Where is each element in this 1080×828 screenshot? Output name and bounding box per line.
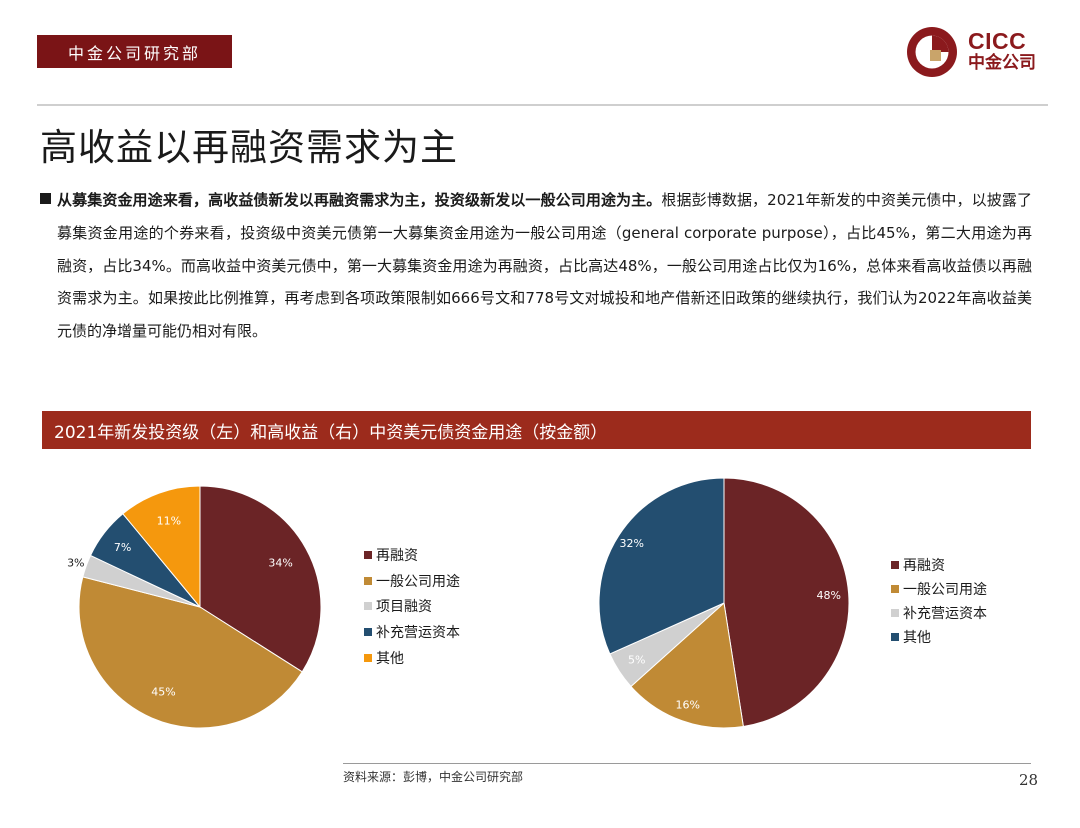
page-title: 高收益以再融资需求为主 [40, 126, 458, 169]
legend-item: 再融资 [891, 553, 987, 577]
cicc-logo-icon [907, 27, 957, 77]
pie-slice [122, 485, 201, 609]
legend-label: 再融资 [376, 547, 418, 564]
pie-data-label: 5% [628, 654, 645, 667]
pie-chart-high-yield: 48% 16% 5% 32% [598, 477, 850, 729]
legend-label: 再融资 [903, 558, 945, 574]
pie-data-label: 32% [619, 537, 643, 550]
legend-item: 项目融资 [364, 594, 460, 620]
legend-swatch [364, 550, 372, 559]
legend-swatch [891, 585, 899, 593]
chart-title-banner: 2021年新发投资级（左）和高收益（右）中资美元债资金用途（按金额） [42, 411, 1031, 449]
legend-label: 其他 [376, 651, 404, 668]
logo-text-en: CICC [968, 28, 1027, 54]
pie-data-label: 7% [114, 541, 131, 554]
legend-high-yield: 再融资一般公司用途 补充营运资本 其他 [891, 553, 987, 649]
legend-swatch [891, 633, 899, 641]
pie-data-label: 48% [816, 589, 840, 602]
department-tag: 中金公司研究部 [37, 35, 232, 68]
header-divider [37, 104, 1048, 106]
pie-data-label: 16% [676, 699, 700, 712]
legend-swatch [364, 654, 372, 663]
pie-data-label: 11% [157, 514, 181, 527]
legend-swatch [364, 602, 372, 611]
legend-label: 补充营运资本 [903, 606, 987, 622]
legend-swatch [891, 561, 899, 569]
legend-item: 其他 [364, 645, 460, 671]
legend-investment-grade: 再融资一般公司用途 项目融资补充营运资本 其他 [364, 542, 460, 671]
pie-data-label: 3% [67, 556, 84, 569]
pie-slice [598, 477, 725, 655]
pie-slice [78, 576, 303, 729]
legend-label: 项目融资 [376, 599, 432, 616]
legend-label: 其他 [903, 630, 931, 646]
legend-swatch [364, 628, 372, 637]
pie-slice [199, 485, 322, 673]
footer-divider [343, 763, 1031, 764]
legend-label: 一般公司用途 [903, 582, 987, 598]
bullet-square-icon [40, 193, 51, 204]
legend-swatch [364, 576, 372, 585]
source-note: 资料来源：彭博，中金公司研究部 [343, 770, 524, 784]
pie-chart-investment-grade: 34% 45% 3% 7% 11% [67, 485, 322, 729]
pie-slice [723, 477, 850, 728]
legend-item: 其他 [891, 625, 987, 649]
legend-item: 补充营运资本 [364, 619, 460, 645]
logo-text-cn: 中金公司 [968, 53, 1036, 73]
legend-item: 补充营运资本 [891, 601, 987, 625]
page-number: 28 [1019, 771, 1039, 789]
pie-data-label: 34% [268, 557, 292, 570]
body-text: 根据彭博数据，2021年新发的中资美元债中，以披露了募集资金用途的个券来看，投资… [57, 191, 1032, 341]
body-paragraph: 从募集资金用途来看，高收益债新发以再融资需求为主，投资级新发以一般公司用途为主。… [57, 184, 1032, 348]
legend-item: 再融资 [364, 542, 460, 568]
legend-label: 一般公司用途 [376, 573, 460, 590]
cicc-logo: CICC 中金公司 [906, 26, 1056, 80]
legend-label: 补充营运资本 [376, 625, 460, 642]
body-lead: 从募集资金用途来看，高收益债新发以再融资需求为主，投资级新发以一般公司用途为主。 [57, 191, 662, 209]
legend-swatch [891, 609, 899, 617]
legend-item: 一般公司用途 [364, 568, 460, 594]
pie-data-label: 45% [151, 685, 175, 698]
legend-item: 一般公司用途 [891, 577, 987, 601]
pie-slice [630, 602, 744, 729]
